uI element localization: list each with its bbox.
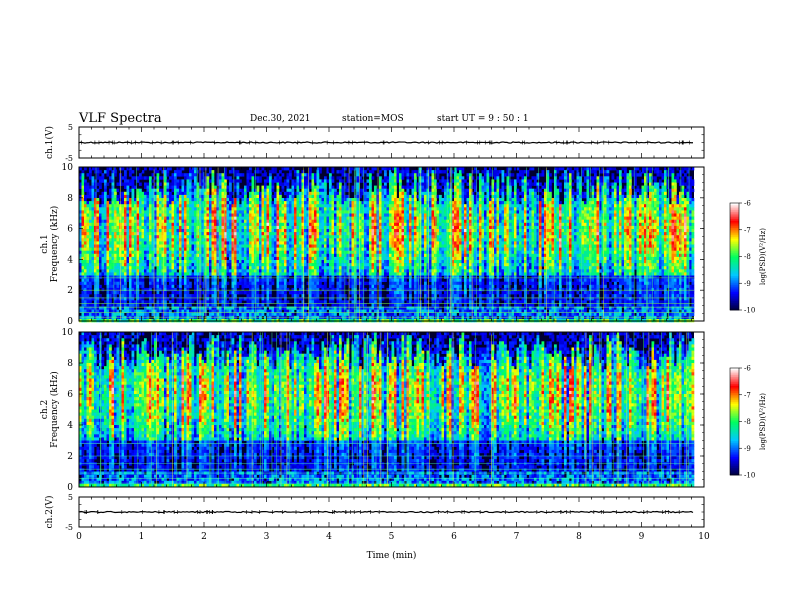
y-tick-label: 10 [62,163,74,173]
colorbar-tick-label: -7 [744,226,751,234]
x-tick-label: 8 [576,532,582,542]
y-tick-label: 4 [67,255,73,265]
y-tick-label: 10 [62,328,74,338]
x-tick-label: 3 [264,532,270,542]
x-tick-label: 6 [451,532,457,542]
y-tick-label: 4 [67,421,73,431]
x-tick-label: 1 [139,532,145,542]
colorbar-tick-label: -10 [744,307,755,315]
y-axis-label: Frequency (kHz) [49,206,60,283]
y-tick-label: 6 [67,390,73,400]
voltage-trace [78,510,694,514]
voltage-trace [78,141,694,144]
y-tick-label: 2 [67,452,73,462]
colorbar-tick-label: -9 [744,445,751,453]
y-tick-label: -5 [65,154,73,163]
y-tick-label: 0 [67,317,73,327]
y-axis-label: ch.1 [40,234,50,253]
y-tick-label: -5 [65,523,73,532]
y-tick-label: 5 [68,493,73,502]
spectrogram-1 [78,167,695,323]
x-tick-label: 10 [698,532,710,542]
y-tick-label: 2 [67,286,73,296]
y-axis-label: Frequency (kHz) [49,371,60,448]
y-axis-label: ch.2 [40,400,50,419]
colorbar-tick-label: -10 [744,472,755,480]
y-tick-label: 8 [67,194,73,204]
station-label: station=MOS [342,114,404,124]
spectrogram-2 [79,332,695,488]
colorbar-label: log(PSD)(V²/Hz) [759,228,767,285]
colorbar-tick-label: -9 [744,280,751,288]
x-tick-label: 7 [514,532,520,542]
start-time-label: start UT = 9 : 50 : 1 [437,114,529,124]
y-tick-label: 6 [67,225,73,235]
colorbar-2 [729,367,742,476]
colorbar-tick-label: -7 [744,391,751,399]
y-tick-label: 5 [68,123,73,132]
date-label: Dec.30, 2021 [250,114,311,124]
colorbar-tick-label: -8 [744,418,751,426]
y-tick-label: 0 [67,483,73,493]
colorbar-tick-label: -8 [744,253,751,261]
colorbar-tick-label: -6 [744,200,751,208]
x-tick-label: 9 [639,532,645,542]
y-tick-label: 8 [67,359,73,369]
chart-title: VLF Spectra [79,111,162,126]
colorbar-label: log(PSD)(V²/Hz) [759,393,767,450]
x-axis-label: Time (min) [367,550,417,561]
colorbar-1 [729,202,742,311]
x-tick-label: 2 [201,532,207,542]
y-axis-label: ch.1(V) [44,126,55,159]
x-tick-label: 4 [326,532,332,542]
x-tick-label: 0 [76,532,82,542]
x-tick-label: 5 [389,532,395,542]
colorbar-tick-label: -6 [744,365,751,373]
y-axis-label: ch.2(V) [44,496,55,529]
